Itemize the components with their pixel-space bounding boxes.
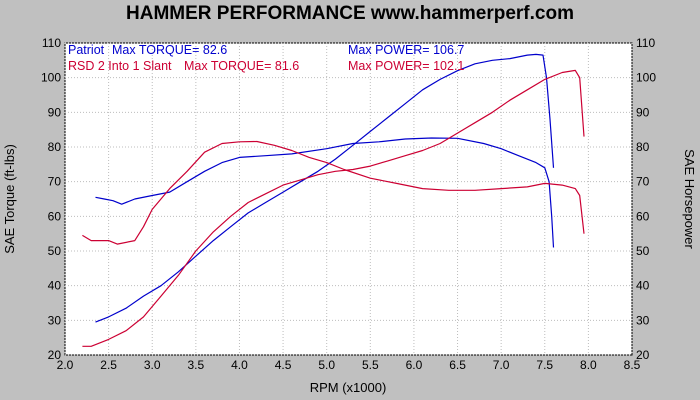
- y-tick-labels-right: 20 30 40 50 60 70 80 90 100 110: [636, 36, 656, 362]
- x-tick-label: 7.0: [493, 358, 510, 372]
- x-tick-label: 5.0: [318, 358, 335, 372]
- x-tick-label: 2.0: [57, 358, 74, 372]
- y-tick-label-left: 80: [48, 140, 62, 154]
- x-tick-label: 3.0: [144, 358, 161, 372]
- x-tick-label: 8.0: [580, 358, 597, 372]
- series-line-3-torque: [82, 140, 585, 245]
- y-tick-label-right: 30: [636, 313, 650, 327]
- y-tick-label-left: 110: [42, 36, 61, 50]
- y-tick-label-right: 80: [636, 140, 650, 154]
- legend-series-2-power: Max POWER= 102.1: [348, 59, 464, 73]
- y-tick-label-right: 50: [636, 244, 650, 258]
- series-layer: [82, 53, 585, 347]
- y-tick-label-left: 90: [48, 105, 62, 119]
- series-line-2-power: [95, 53, 555, 323]
- y-tick-label-right: 40: [636, 279, 650, 293]
- y-tick-label-right: 70: [636, 175, 650, 189]
- legend-series-1-name: Patriot: [68, 43, 105, 57]
- y-tick-label-right: 20: [636, 348, 650, 362]
- x-tick-label: 5.5: [362, 358, 379, 372]
- y-tick-labels-left: 20 30 40 50 60 70 80 90 100 110: [41, 36, 61, 362]
- y-tick-label-right: 60: [636, 209, 650, 223]
- y-tick-label-right: 90: [636, 105, 650, 119]
- series-line-1-torque: [95, 137, 555, 248]
- legend-series-2-name: RSD 2 Into 1 Slant: [68, 59, 172, 73]
- y-tick-label-right: 110: [636, 36, 655, 50]
- x-axis-label: RPM (x1000): [310, 380, 387, 395]
- legend-series-1-torque: Max TORQUE= 82.6: [112, 43, 227, 57]
- grid-lines: [64, 42, 633, 356]
- y-tick-label-right: 100: [636, 71, 656, 85]
- y-tick-label-left: 70: [48, 175, 62, 189]
- y-tick-label-left: 40: [48, 279, 62, 293]
- x-tick-label: 8.5: [624, 358, 641, 372]
- x-tick-label: 4.5: [275, 358, 292, 372]
- plot-area: [64, 42, 633, 356]
- y-axis-label-right: SAE Horsepower: [682, 149, 697, 249]
- x-tick-label: 3.5: [188, 358, 205, 372]
- y-tick-label-left: 60: [48, 209, 62, 223]
- legend-series-1-power: Max POWER= 106.7: [348, 43, 464, 57]
- x-tick-label: 2.5: [100, 358, 117, 372]
- y-tick-label-left: 30: [48, 313, 62, 327]
- series-line-4-power: [82, 69, 585, 347]
- x-tick-label: 6.0: [406, 358, 423, 372]
- legend: Patriot Max TORQUE= 82.6 Max POWER= 106.…: [68, 43, 464, 73]
- y-tick-label-left: 20: [48, 348, 62, 362]
- chart-title: HAMMER PERFORMANCE www.hammerperf.com: [126, 3, 574, 24]
- x-tick-label: 7.5: [536, 358, 553, 372]
- legend-series-2-torque: Max TORQUE= 81.6: [184, 59, 299, 73]
- y-tick-label-left: 50: [48, 244, 62, 258]
- y-axis-label-left: SAE Torque (ft-lbs): [2, 144, 17, 254]
- y-tick-label-left: 100: [41, 71, 61, 85]
- x-tick-labels: 2.0 2.5 3.0 3.5 4.0 4.5 5.0 5.5 6.0 6.5 7.0 7.5 8.0 8…: [57, 358, 641, 372]
- x-tick-label: 6.5: [449, 358, 466, 372]
- x-tick-label: 4.0: [231, 358, 248, 372]
